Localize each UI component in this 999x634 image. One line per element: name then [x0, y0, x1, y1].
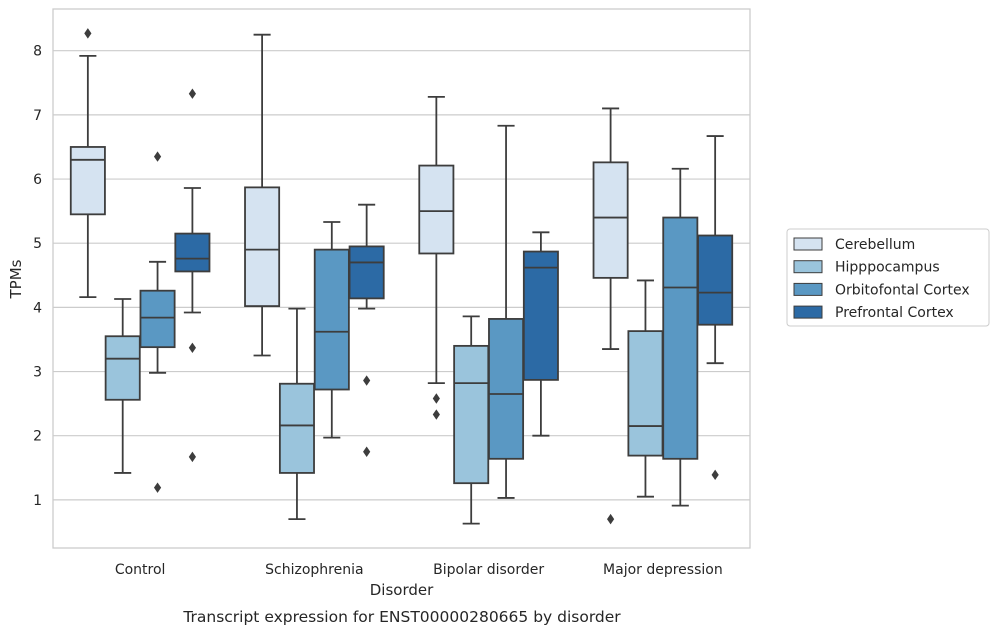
box-group — [174, 88, 211, 463]
y-tick-label: 7 — [33, 108, 42, 124]
legend-swatch — [793, 260, 823, 274]
outlier-point — [84, 28, 92, 39]
outlier-point — [711, 469, 719, 481]
x-tick-label: Control — [115, 562, 166, 578]
x-ticks: Control Schizophrenia Bipolar disorder Majo… — [115, 562, 723, 578]
legend-label: Hipppocampus — [835, 260, 940, 276]
iqr-box — [104, 335, 141, 401]
box-group — [697, 135, 734, 481]
box-group — [278, 307, 315, 521]
y-tick-label: 8 — [33, 44, 42, 60]
box-group — [348, 203, 385, 457]
box-group — [488, 124, 525, 499]
x-tick-label: Bipolar disorder — [433, 562, 544, 578]
legend-swatch — [793, 237, 823, 251]
iqr-box — [418, 164, 455, 255]
y-tick-label: 3 — [33, 365, 42, 381]
box-group — [69, 28, 106, 299]
outlier-point — [153, 151, 162, 162]
y-ticks: 1 2 3 4 5 6 7 8 — [33, 44, 42, 509]
y-tick-label: 2 — [33, 429, 42, 445]
outlier-point — [188, 451, 196, 463]
box-group — [313, 221, 350, 439]
y-tick-label: 4 — [33, 300, 42, 316]
box-group — [418, 96, 455, 420]
outlier-point — [607, 513, 615, 525]
x-tick-label: Major depression — [603, 562, 723, 578]
outlier-point — [432, 393, 440, 404]
iqr-box — [313, 248, 350, 391]
x-axis-label: Disorder — [370, 581, 434, 599]
box-group — [244, 33, 281, 357]
legend-swatch — [793, 282, 823, 296]
outlier-point — [363, 375, 371, 386]
iqr-box — [244, 186, 281, 307]
iqr-box — [592, 161, 629, 279]
iqr-box — [174, 232, 211, 273]
iqr-box — [453, 344, 490, 485]
chart-caption: Transcript expression for ENST0000028066… — [182, 608, 621, 626]
plot-frame — [52, 8, 751, 549]
legend-label: Cerebellum — [835, 237, 915, 253]
box-group — [627, 279, 664, 498]
y-tick-label: 6 — [33, 172, 42, 188]
outlier-point — [188, 342, 196, 353]
legend-swatch — [793, 305, 823, 319]
iqr-box — [627, 330, 664, 457]
box-group — [453, 315, 490, 525]
box-group — [662, 167, 699, 507]
iqr-box — [139, 289, 176, 349]
outlier-point — [188, 88, 196, 99]
legend: Cerebellum Hipppocampus Orbitofontal Corte… — [786, 228, 990, 327]
box-group — [104, 298, 141, 474]
boxes — [69, 28, 734, 525]
y-tick-label: 5 — [33, 236, 42, 252]
x-tick-label: Schizophrenia — [265, 562, 363, 578]
box-group — [139, 151, 176, 493]
iqr-box — [522, 250, 559, 381]
iqr-box — [69, 146, 106, 216]
iqr-box — [662, 216, 699, 460]
iqr-box — [697, 234, 734, 326]
y-axis-label: TPMs — [7, 259, 25, 299]
legend-label: Orbitofontal Cortex — [835, 282, 970, 298]
iqr-box — [488, 318, 525, 460]
y-tick-label: 1 — [33, 493, 42, 509]
box-group — [592, 107, 629, 525]
legend-label: Prefrontal Cortex — [835, 305, 954, 321]
outlier-point — [153, 482, 162, 493]
legend-frame — [786, 228, 990, 327]
box-group — [522, 231, 559, 437]
outlier-point — [432, 409, 440, 420]
outlier-point — [363, 446, 371, 457]
iqr-box — [348, 245, 385, 300]
iqr-box — [278, 382, 315, 474]
